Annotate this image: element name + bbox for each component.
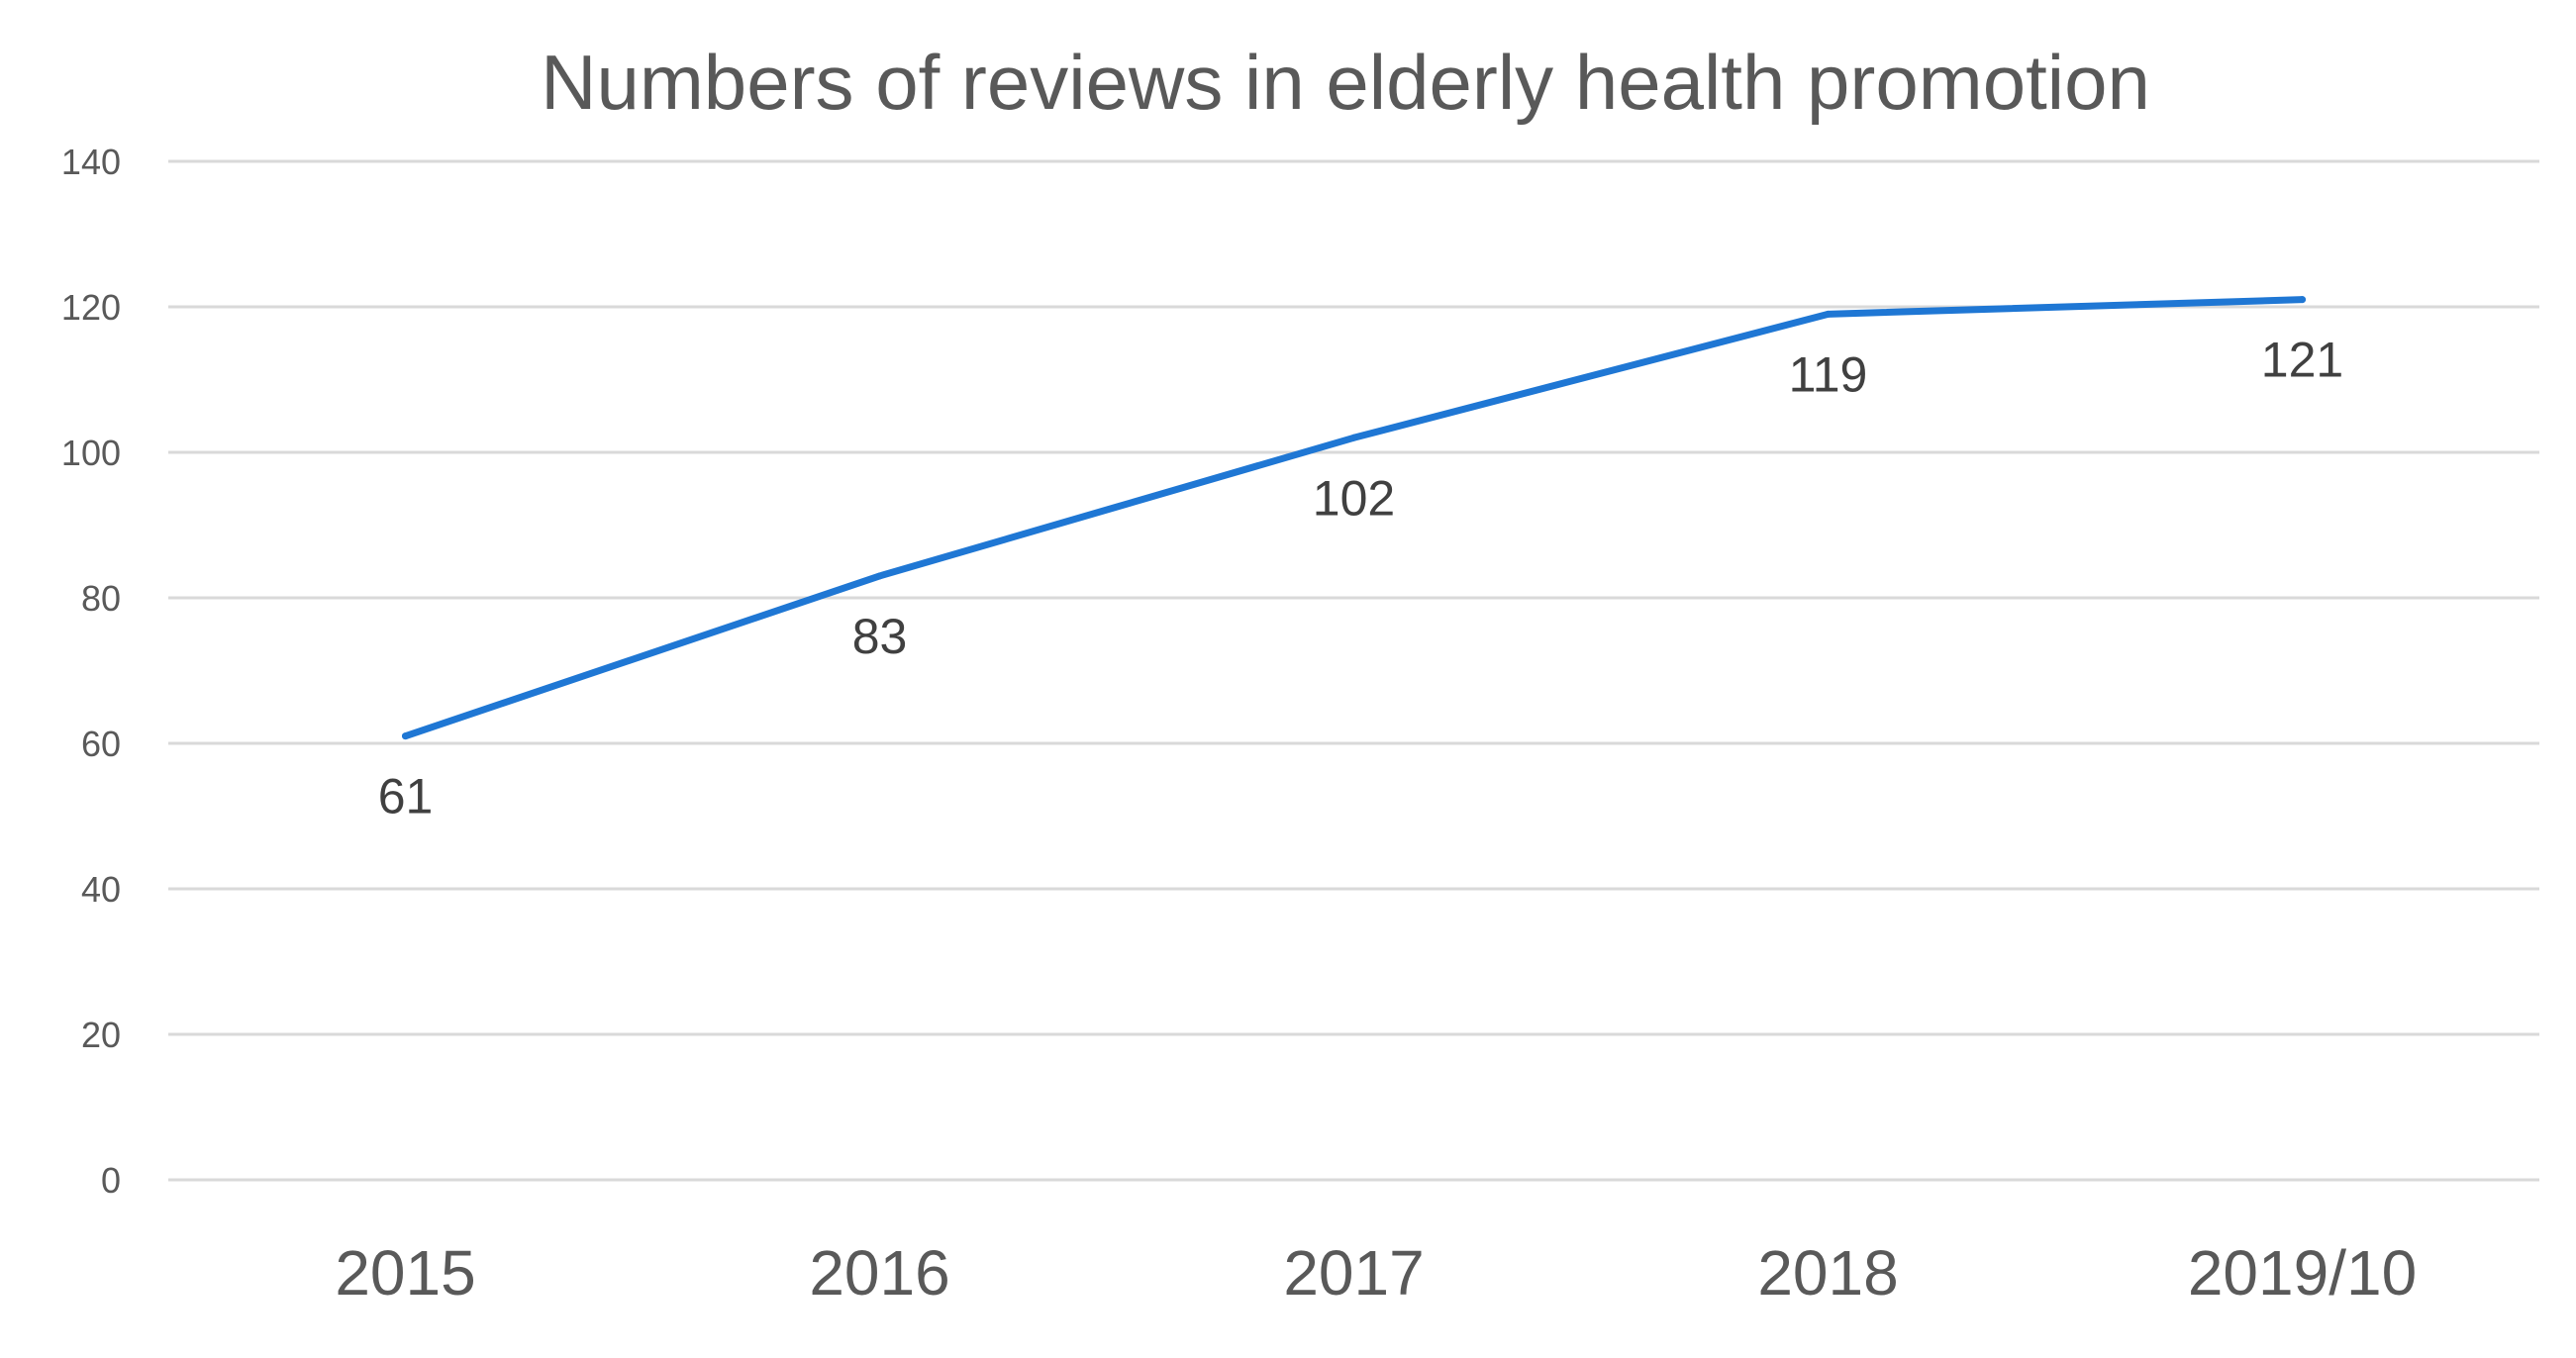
- y-tick-label: 120: [61, 287, 121, 328]
- data-label: 61: [378, 769, 434, 824]
- y-axis-ticks: 0 20 40 60 80 100 120 140: [61, 142, 121, 1201]
- data-point: [1350, 434, 1357, 441]
- y-tick-label: 100: [61, 433, 121, 473]
- series-reviews: [402, 296, 2306, 740]
- x-tick-label: 2017: [1283, 1237, 1424, 1309]
- x-axis-ticks: 2015 2016 2017 2018 2019/10: [335, 1237, 2417, 1309]
- data-label: 121: [2261, 333, 2343, 388]
- x-tick-label: 2016: [809, 1237, 949, 1309]
- data-label: 119: [1789, 346, 1868, 402]
- gridlines: [168, 159, 2539, 1182]
- data-point: [402, 732, 409, 740]
- y-tick-label: 140: [61, 142, 121, 182]
- y-tick-label: 0: [101, 1160, 121, 1201]
- x-tick-label: 2018: [1757, 1237, 1898, 1309]
- data-label: 102: [1313, 470, 1395, 526]
- x-tick-label: 2015: [335, 1237, 475, 1309]
- data-point: [876, 572, 883, 580]
- data-point: [2299, 296, 2306, 304]
- y-tick-label: 60: [81, 724, 121, 764]
- data-label: 83: [852, 609, 908, 664]
- y-tick-label: 20: [81, 1015, 121, 1055]
- data-labels: 61 83 102 119 121: [378, 333, 2344, 824]
- data-point: [1825, 310, 1832, 318]
- y-tick-label: 80: [81, 578, 121, 619]
- y-tick-label: 40: [81, 869, 121, 910]
- x-tick-label: 2019/10: [2188, 1237, 2417, 1309]
- chart-title: Numbers of reviews in elderly health pro…: [541, 39, 2150, 126]
